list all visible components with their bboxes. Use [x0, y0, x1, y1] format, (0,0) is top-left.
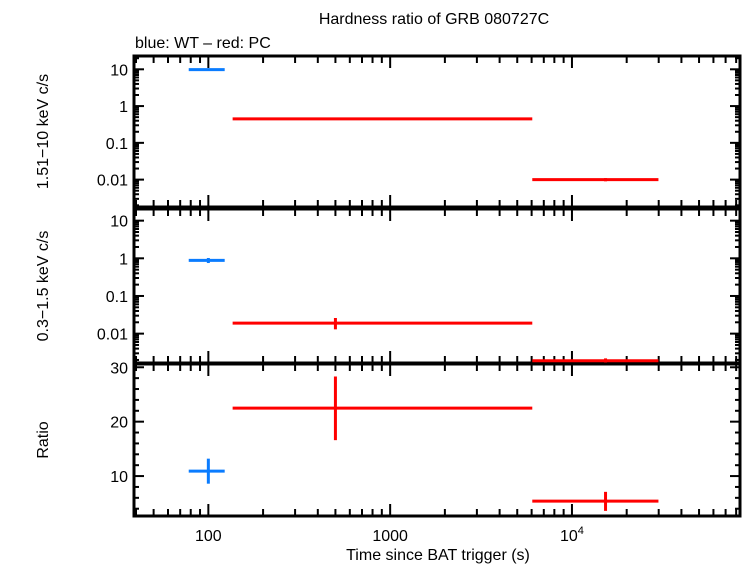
y-tick-label: 0.1 — [106, 289, 128, 306]
panel-frame — [132, 362, 742, 518]
y-tick-label: 30 — [110, 360, 128, 377]
x-axis-label: Time since BAT trigger (s) — [346, 547, 530, 564]
x-tick-label: 104 — [560, 525, 584, 545]
y-tick-label: 20 — [110, 415, 128, 432]
panel-1: 10 1 0.1 0.01 1.51−10 keV c/s — [35, 54, 742, 209]
panel-frame — [132, 207, 742, 365]
data-point-wt — [188, 458, 225, 484]
chart-subtitle: blue: WT – red: PC — [135, 35, 271, 52]
data-point-pc — [232, 117, 533, 121]
y-axis-label: 0.3−1.5 keV c/s — [35, 231, 52, 342]
data-point-pc — [232, 376, 533, 441]
x-tick-label-exponent: 4 — [578, 525, 584, 537]
y-tick-label: 10 — [110, 62, 128, 79]
data-point-pc — [532, 491, 659, 511]
panel-frame — [132, 54, 742, 209]
data-point-wt — [188, 68, 225, 72]
chart-title: Hardness ratio of GRB 080727C — [319, 11, 549, 28]
x-tick-label: 100 — [195, 528, 222, 545]
y-tick-label: 10 — [110, 469, 128, 486]
x-tick-label: 1000 — [372, 528, 408, 545]
panel-2: 10 1 0.1 0.01 0.3−1.5 keV c/s — [35, 207, 742, 365]
data-point-wt — [188, 257, 225, 264]
y-tick-label: 1 — [119, 251, 128, 268]
y-tick-label: 0.1 — [106, 136, 128, 153]
data-point-pc — [532, 358, 659, 363]
panel-3: 10 20 30 Ratio — [35, 360, 742, 518]
y-tick-label: 10 — [110, 214, 128, 231]
data-point-pc — [232, 318, 533, 330]
y-axis-label: 1.51−10 keV c/s — [35, 74, 52, 189]
y-tick-label: 0.01 — [97, 173, 128, 190]
data-point-pc — [532, 178, 659, 182]
y-axis-label: Ratio — [35, 421, 52, 458]
y-tick-label: 0.01 — [97, 327, 128, 344]
y-tick-label: 1 — [119, 99, 128, 116]
